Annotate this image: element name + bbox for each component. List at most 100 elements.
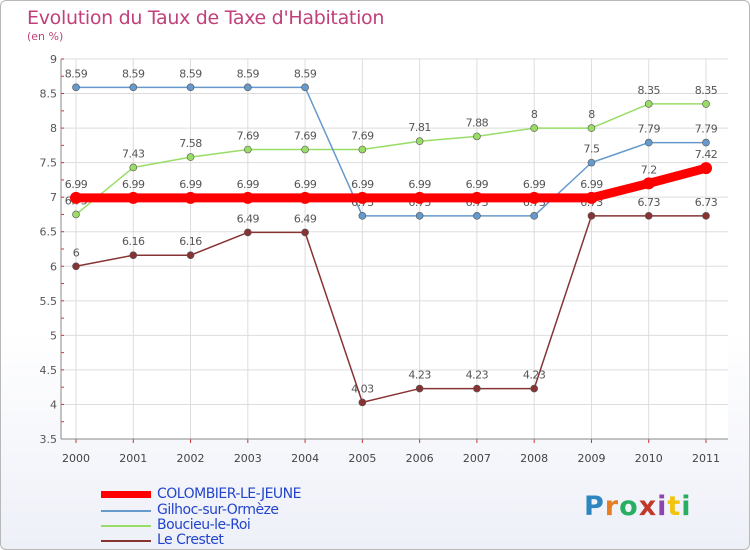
- data-point-3: [301, 228, 309, 237]
- data-label-1: 7.79: [695, 123, 718, 136]
- data-label-3: 6.16: [179, 235, 202, 248]
- proxiti-logo: Proxiti: [584, 491, 692, 522]
- data-point-1: [186, 83, 195, 92]
- y-tick-label: 9: [50, 53, 57, 66]
- data-point-0: [700, 162, 712, 175]
- data-point-0: [528, 191, 541, 204]
- data-label-1: 8.59: [65, 67, 88, 80]
- x-tick-label: 2001: [119, 452, 147, 465]
- data-point-3: [129, 251, 138, 260]
- y-tick-label: 4: [50, 398, 57, 411]
- x-tick-label: 2010: [635, 452, 663, 465]
- data-label-2: 8.35: [637, 84, 660, 97]
- data-point-2: [473, 132, 481, 141]
- series-line-1: [75, 86, 707, 217]
- data-label-1: 7.79: [637, 123, 660, 136]
- data-label-3: 6.73: [637, 196, 660, 209]
- data-label-1: 7.5: [583, 143, 599, 156]
- data-point-1: [530, 212, 538, 220]
- data-point-2: [415, 137, 424, 146]
- data-label-0: 6.99: [65, 178, 88, 191]
- legend-swatch-boucieu: [101, 525, 151, 527]
- legend-swatch-colombier: [101, 491, 151, 498]
- logo-letter: t: [667, 491, 682, 522]
- legend-swatch-crestet: [101, 540, 151, 542]
- y-tick-label: 5.5: [40, 295, 58, 308]
- series-line-0: [71, 163, 711, 203]
- y-tick-label: 7.5: [40, 157, 58, 170]
- data-point-1: [644, 138, 653, 147]
- legend-swatch-gilhoc: [101, 510, 151, 512]
- data-label-1: 8.59: [294, 67, 317, 80]
- x-tick-label: 2003: [234, 452, 262, 465]
- data-point-3: [358, 398, 367, 407]
- data-label-0: 6.99: [351, 178, 374, 191]
- x-tick-label: 2006: [406, 452, 434, 465]
- data-label-2: 8: [531, 108, 538, 121]
- x-tick-label: 2008: [520, 452, 548, 465]
- data-label-2: 7.88: [466, 116, 489, 129]
- data-point-0: [642, 177, 655, 190]
- chart-subtitle: (en %): [27, 30, 64, 43]
- x-tick-label: 2011: [692, 452, 720, 465]
- data-point-1: [473, 212, 481, 220]
- logo-letter: r: [604, 491, 620, 522]
- data-label-0: 7.2: [641, 163, 657, 176]
- data-label-3: 6.49: [294, 212, 317, 225]
- data-label-3: 4.23: [466, 369, 489, 382]
- data-label-3: 4.03: [351, 382, 374, 395]
- data-point-2: [644, 100, 653, 108]
- data-point-2: [358, 145, 367, 154]
- data-label-0: 6.99: [237, 178, 260, 191]
- data-label-0: 6.99: [408, 178, 431, 191]
- data-label-2: 8.35: [695, 84, 718, 97]
- data-point-0: [70, 191, 82, 204]
- series-line-2: [75, 103, 707, 216]
- data-label-2: 7.81: [408, 121, 431, 134]
- data-point-3: [530, 384, 538, 393]
- data-point-2: [129, 163, 138, 172]
- data-label-3: 6.73: [695, 196, 718, 209]
- data-point-3: [644, 212, 653, 220]
- x-tick-label: 2004: [291, 452, 319, 465]
- data-point-0: [184, 191, 197, 204]
- logo-letter: o: [619, 491, 639, 522]
- data-point-3: [244, 228, 252, 237]
- data-label-2: 8: [588, 108, 595, 121]
- data-label-2: 7.69: [294, 130, 317, 143]
- data-point-2: [72, 210, 80, 219]
- data-label-0: 6.99: [580, 178, 603, 191]
- plot-area: [61, 59, 728, 439]
- x-tick-label: 2007: [463, 452, 491, 465]
- data-point-0: [413, 191, 426, 204]
- y-tick-label: 6.5: [40, 226, 58, 239]
- data-point-2: [587, 124, 596, 132]
- data-point-3: [186, 251, 195, 260]
- data-point-0: [470, 191, 483, 204]
- data-point-0: [585, 191, 598, 204]
- logo-letter: x: [638, 491, 658, 522]
- y-tick-label: 4.5: [40, 364, 58, 377]
- data-point-3: [473, 384, 481, 393]
- data-point-3: [587, 212, 596, 220]
- legend-label-boucieu: Boucieu-le-Roi: [157, 517, 251, 533]
- data-point-1: [415, 212, 424, 220]
- x-tick-label: 2000: [62, 452, 90, 465]
- legend-label-crestet: Le Crestet: [157, 532, 224, 548]
- y-tick-label: 8: [50, 122, 57, 135]
- data-point-1: [72, 83, 80, 92]
- logo-letter: i: [681, 491, 692, 522]
- data-point-0: [299, 191, 312, 204]
- logo-letter: i: [657, 491, 668, 522]
- data-label-1: 8.59: [122, 67, 145, 80]
- x-tick-label: 2005: [348, 452, 376, 465]
- y-tick-label: 8.5: [40, 88, 58, 101]
- data-label-2: 7.58: [179, 137, 202, 150]
- y-tick-label: 7: [50, 191, 57, 204]
- data-point-2: [301, 145, 309, 154]
- data-label-3: 6: [73, 246, 80, 259]
- x-tick-label: 2002: [177, 452, 205, 465]
- y-tick-label: 5: [50, 329, 57, 342]
